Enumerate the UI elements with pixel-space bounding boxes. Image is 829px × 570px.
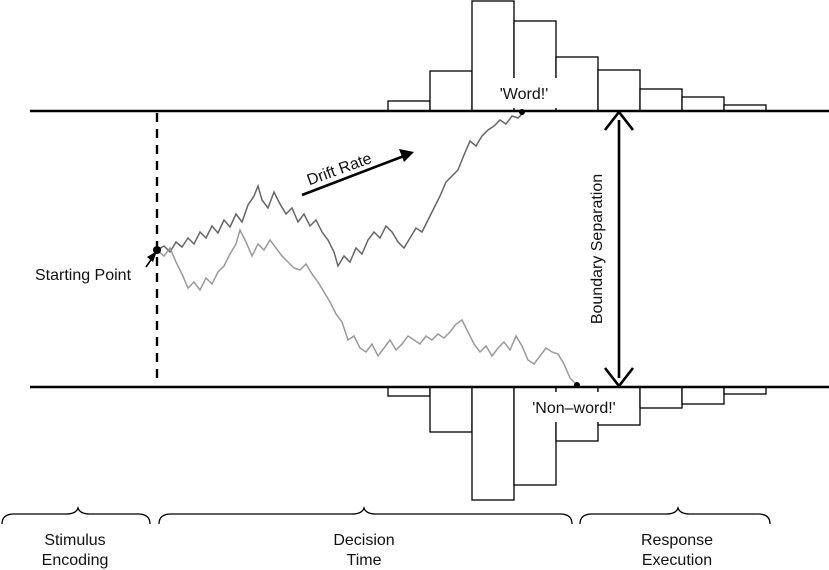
nonword-hist-bar-7 [639, 386, 683, 409]
boundary-arrow-top-head [603, 109, 635, 131]
word-label-bg [474, 78, 576, 108]
time-label: Time [347, 552, 382, 569]
starting-point-arrowhead [147, 251, 157, 262]
boundary-arrow-bottom-head [603, 367, 635, 389]
word-diffusion-path [156, 113, 523, 268]
response-execution-brace [579, 505, 771, 525]
decision-time-brace [158, 505, 573, 525]
nonword-hist-bar-3 [471, 386, 515, 501]
stimulus-label: Stimulus [44, 532, 105, 549]
nonword-label-bg [515, 392, 633, 422]
starting-point-dot [153, 246, 161, 254]
nonword-endpoint-dot [574, 382, 580, 388]
word-rt-histogram [387, 0, 767, 112]
word-hist-bar-7 [639, 88, 683, 112]
word-hist-bar-8 [681, 96, 725, 112]
stimulus-encoding-brace [1, 505, 151, 525]
nonword-hist-bar-8 [681, 386, 725, 405]
nonword-hist-bar-2 [429, 386, 473, 433]
encoding-label: Encoding [42, 552, 109, 569]
decision-label: Decision [333, 532, 394, 549]
word-response-label: 'Word!' [500, 86, 549, 103]
nonword-diffusion-path [156, 227, 577, 385]
drift-rate-arrowhead [399, 149, 414, 162]
drift-rate-label: Drift Rate [305, 150, 374, 189]
execution-label: Execution [642, 552, 712, 569]
response-label: Response [641, 532, 713, 549]
word-hist-bar-1 [387, 100, 431, 112]
starting-point-label: Starting Point [35, 267, 132, 284]
nonword-hist-bar-1 [387, 386, 431, 397]
boundary-separation-label: Boundary Separation [589, 174, 606, 324]
drift-rate-arrow [301, 154, 405, 197]
nonword-response-label: 'Non–word!' [532, 400, 615, 417]
word-hist-bar-6 [597, 69, 641, 112]
word-hist-bar-2 [429, 70, 473, 112]
word-endpoint-dot [519, 109, 525, 115]
